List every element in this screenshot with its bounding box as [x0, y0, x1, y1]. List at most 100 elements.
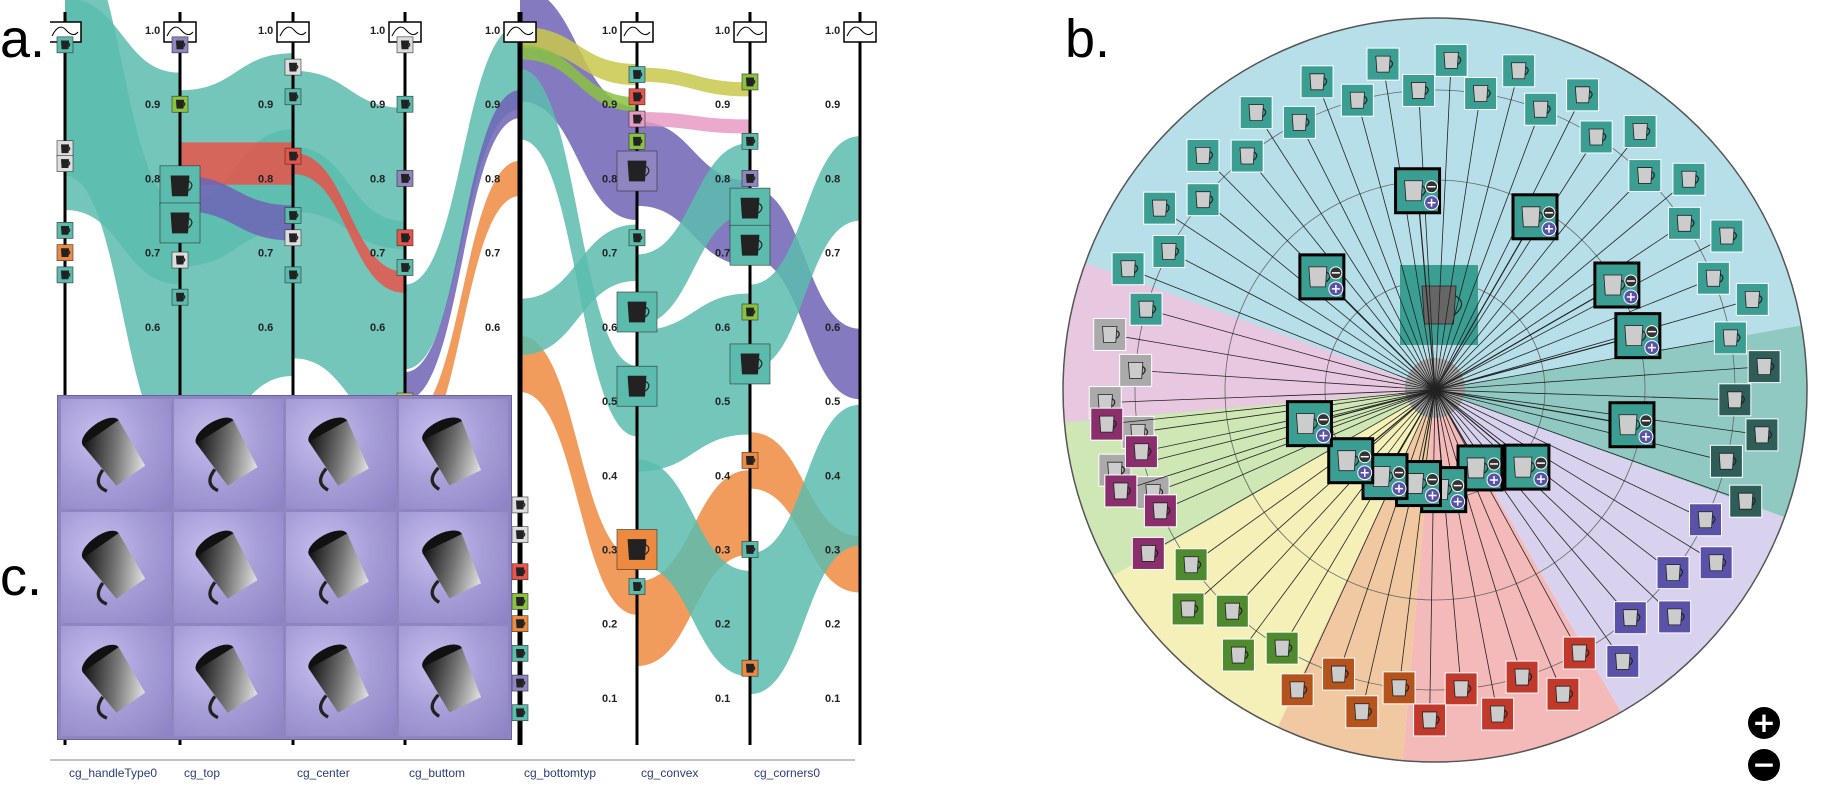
ribbon[interactable] [520, 335, 637, 615]
axis-histogram-box[interactable] [503, 21, 537, 43]
mug-thumbnail[interactable] [61, 625, 171, 736]
ribbon[interactable] [637, 143, 750, 325]
mug-body [627, 375, 647, 397]
plus-icon[interactable] [1450, 494, 1466, 510]
ribbon[interactable] [637, 459, 750, 677]
radial-link [1434, 235, 1728, 391]
minus-icon[interactable] [1487, 457, 1501, 471]
ribbon[interactable] [520, 224, 637, 356]
ribbon[interactable] [637, 67, 750, 97]
leaf-node[interactable] [1171, 592, 1205, 626]
mug-thumbnail[interactable] [398, 399, 508, 510]
radial-hierarchy-view[interactable] [1040, 0, 1830, 789]
mug-thumbnail[interactable] [173, 625, 283, 736]
plus-icon[interactable] [1425, 488, 1441, 504]
mug-body [632, 114, 642, 124]
ribbon[interactable] [637, 112, 750, 134]
minus-icon[interactable] [1425, 180, 1439, 194]
mug-thumbnail[interactable] [286, 399, 396, 510]
ribbon[interactable] [405, 90, 520, 401]
minus-icon[interactable] [1542, 206, 1556, 220]
minus-icon[interactable] [1639, 414, 1653, 428]
leaf-node[interactable] [1434, 43, 1468, 77]
mug-icon [1349, 91, 1368, 109]
parallel-coordinates-plot[interactable]: cg_handleType0 cg_top 1.0 0.9 0.8 0.7 0.6 0.5 0.… [50, 0, 1010, 789]
mug-handle [1166, 506, 1171, 516]
leaf-node[interactable] [1230, 139, 1264, 173]
leaf-node[interactable] [1735, 282, 1769, 316]
leaf-node[interactable] [1747, 350, 1781, 384]
mug-icon [288, 211, 299, 220]
minus-icon[interactable] [1624, 274, 1638, 288]
plus-icon[interactable] [1644, 340, 1660, 356]
mug-thumbnail[interactable] [398, 625, 508, 736]
axis-histogram-box[interactable] [843, 21, 877, 43]
mug-body [1224, 602, 1240, 620]
plus-icon[interactable] [1533, 471, 1549, 487]
ribbon[interactable] [637, 293, 750, 472]
minus-icon[interactable] [1534, 456, 1548, 470]
mug-handle [187, 217, 193, 229]
mug-thumbnail[interactable] [61, 512, 171, 623]
thumbnail-grid[interactable] [57, 395, 512, 740]
axis-histogram-box[interactable] [733, 21, 767, 43]
plus-icon[interactable] [1315, 428, 1331, 444]
mug-icon [1738, 492, 1756, 510]
axis-histogram-box[interactable] [620, 21, 654, 43]
leaf-node[interactable] [1502, 54, 1536, 88]
plus-icon[interactable] [1357, 465, 1373, 481]
ribbon[interactable] [405, 160, 520, 456]
mug-icon [1666, 608, 1685, 626]
mug-handle [1354, 455, 1360, 467]
mug-thumbnail[interactable] [173, 512, 283, 623]
ribbon[interactable] [520, 68, 637, 437]
minus-icon[interactable] [1426, 473, 1440, 487]
mug-body [627, 160, 647, 182]
mug-body [1632, 123, 1648, 140]
plus-icon[interactable] [1486, 472, 1502, 488]
plus-icon[interactable] [1623, 289, 1639, 305]
ribbon[interactable] [180, 142, 293, 185]
radial-link [1159, 207, 1436, 391]
mug-handle [1288, 643, 1293, 653]
mug-body [1152, 502, 1169, 520]
ribbon[interactable] [637, 121, 750, 266]
mug-thumbnail[interactable] [61, 399, 171, 510]
mug-thumbnail[interactable] [398, 512, 508, 623]
mug-thumbnail[interactable] [173, 399, 283, 510]
minus-icon[interactable] [1316, 413, 1330, 427]
ribbon[interactable] [293, 153, 405, 293]
mug-body [745, 77, 755, 87]
mug-thumbnail[interactable] [286, 625, 396, 736]
mug-body [1697, 511, 1714, 529]
minus-icon[interactable] [1645, 325, 1659, 339]
ribbon[interactable] [65, 0, 180, 285]
mug-handle [1736, 333, 1741, 343]
ribbon[interactable] [520, 26, 637, 86]
minus-icon[interactable] [1329, 266, 1343, 280]
minus-icon[interactable] [1358, 450, 1372, 464]
zoom-in-button[interactable]: + [1748, 707, 1780, 739]
ribbon[interactable] [750, 136, 860, 370]
ribbon[interactable] [293, 70, 405, 249]
leaf-node[interactable] [1366, 47, 1400, 81]
ribbon[interactable] [180, 175, 293, 241]
plus-icon[interactable] [1391, 481, 1407, 497]
plus-icon[interactable] [1638, 429, 1654, 445]
axis-histogram-box[interactable] [276, 21, 310, 43]
mug-handle [1152, 304, 1157, 314]
minus-icon[interactable] [1451, 479, 1465, 493]
ribbon[interactable] [750, 404, 860, 695]
mug-handle [1546, 104, 1551, 114]
leaf-node[interactable] [1221, 638, 1255, 672]
minus-icon[interactable] [1392, 466, 1406, 480]
mug-thumbnail[interactable] [286, 512, 396, 623]
mug-handle [1435, 715, 1440, 725]
radial-link [1238, 389, 1436, 656]
zoom-out-button[interactable]: − [1748, 749, 1780, 781]
plus-icon[interactable] [1328, 281, 1344, 297]
plus-icon[interactable] [1424, 195, 1440, 211]
plus-icon[interactable] [1541, 221, 1557, 237]
ribbon[interactable] [405, 24, 520, 370]
ribbon[interactable] [520, 45, 637, 112]
